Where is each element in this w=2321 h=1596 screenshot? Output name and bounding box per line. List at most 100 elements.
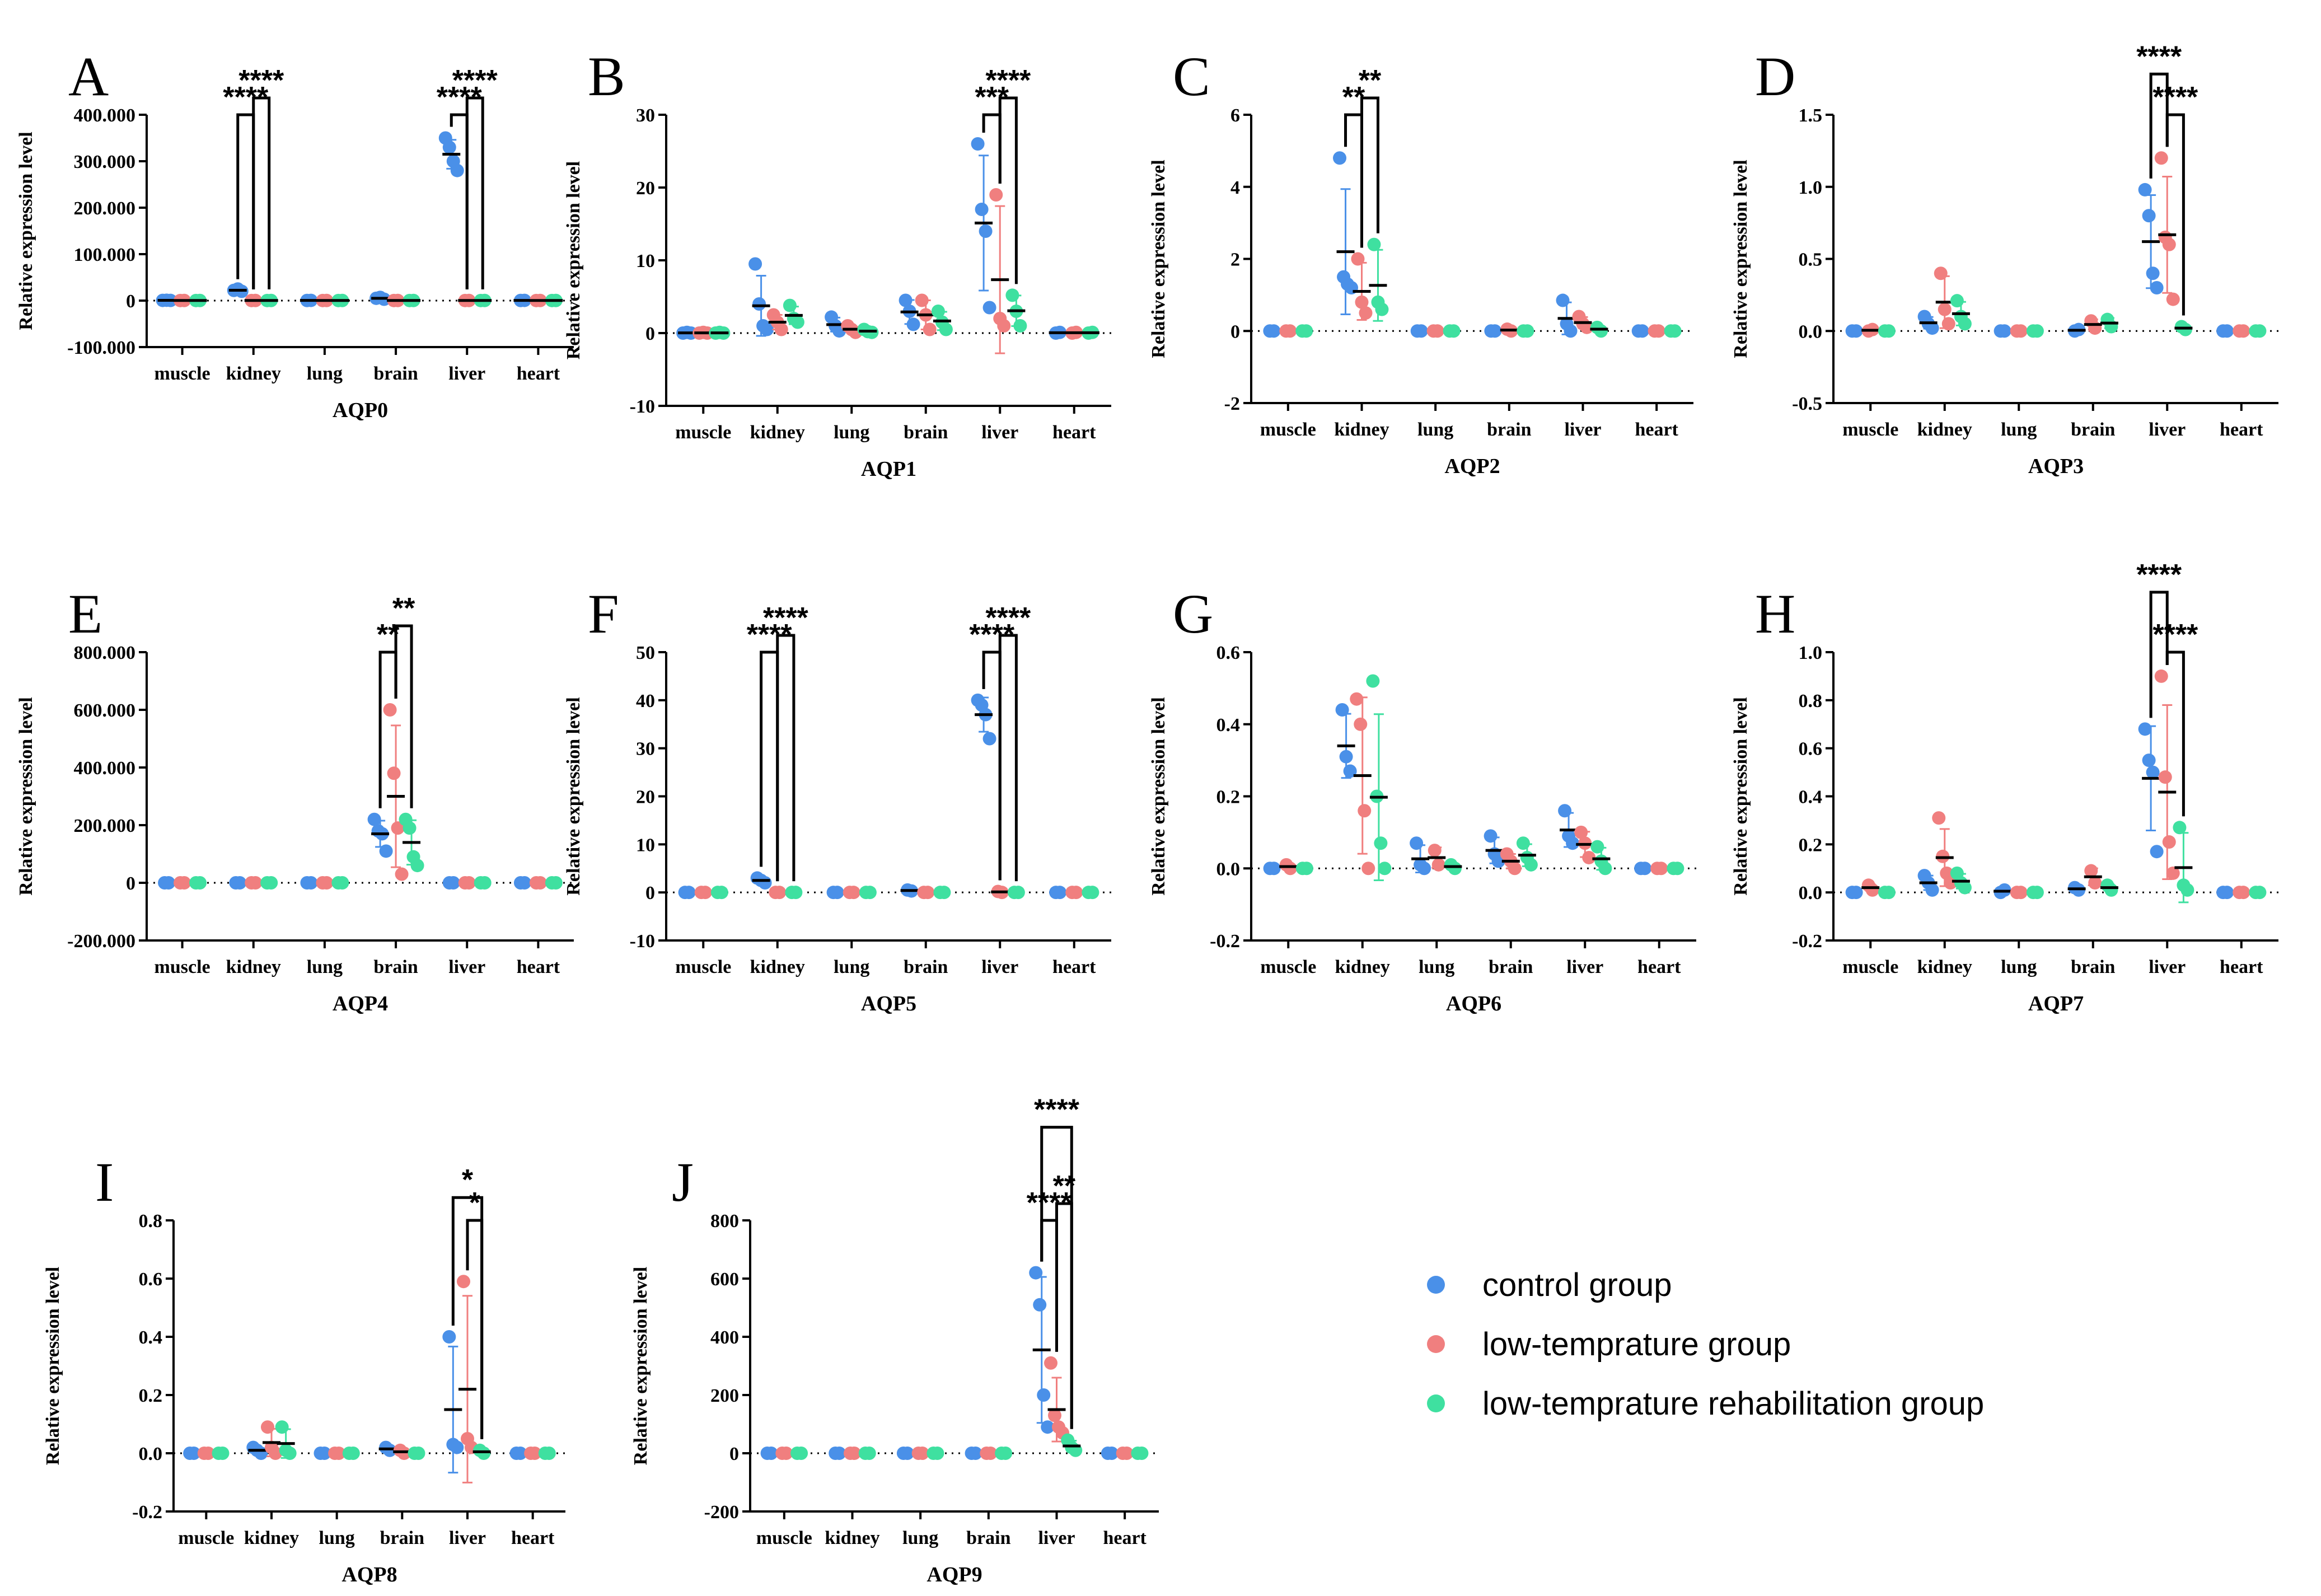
data-point <box>773 886 787 900</box>
x-tick-label-lung: lung <box>902 1528 938 1548</box>
x-axis-title: AQP5 <box>861 992 916 1015</box>
data-point <box>1361 862 1375 876</box>
data-point <box>1958 317 1972 331</box>
data-point <box>528 1447 542 1460</box>
data-point <box>2253 324 2267 338</box>
y-tick-label: 400 <box>710 1327 739 1348</box>
x-tick-label-liver: liver <box>1038 1528 1075 1548</box>
panel-letter: B <box>588 45 625 107</box>
data-point <box>915 1447 929 1460</box>
data-point <box>1654 862 1668 876</box>
data-point <box>517 876 531 890</box>
data-point <box>2236 324 2250 338</box>
y-tick-label: 50 <box>636 643 655 663</box>
data-point <box>2178 322 2192 336</box>
y-tick-label: 600 <box>710 1269 739 1290</box>
data-point <box>446 876 460 890</box>
data-point <box>2014 886 2028 900</box>
data-point <box>1053 886 1067 900</box>
y-tick-label: 200.000 <box>74 198 136 219</box>
significance-bracket <box>1055 1202 1073 1429</box>
data-point <box>1355 295 1369 309</box>
x-tick-label-heart: heart <box>517 363 560 384</box>
x-tick-label-kidney: kidney <box>1917 957 1972 977</box>
data-point <box>542 1447 556 1460</box>
data-point <box>1447 324 1461 338</box>
data-point <box>1044 1356 1057 1370</box>
significance-label: **** <box>2136 559 2182 591</box>
significance-bracket <box>982 650 1002 881</box>
data-point <box>1431 858 1445 872</box>
y-tick-label: 0.8 <box>139 1211 163 1232</box>
data-point <box>193 876 207 890</box>
x-tick-label-lung: lung <box>319 1528 355 1548</box>
data-point <box>379 844 393 858</box>
data-point <box>999 1447 1013 1460</box>
y-axis-title: Relative expression level <box>1730 697 1751 895</box>
y-tick-label: 0.6 <box>1216 643 1241 663</box>
significance-bracket <box>982 113 1002 184</box>
data-point <box>387 766 401 780</box>
data-point <box>923 322 937 336</box>
data-point <box>462 876 476 890</box>
data-point <box>863 886 877 900</box>
y-tick-label: 0 <box>1230 321 1240 342</box>
data-point <box>177 876 191 890</box>
y-tick-label: 40 <box>636 691 655 712</box>
y-tick-label: 0.0 <box>1216 859 1241 879</box>
data-point <box>442 1330 456 1344</box>
panel-d: -0.5 0.0 0.5 1.0 1.5 muscle kidney lung brain liv… <box>1730 40 2278 478</box>
x-tick-label-brain: brain <box>380 1528 424 1548</box>
y-axis-title: Relative expression level <box>630 1267 651 1465</box>
y-tick-label: 400.000 <box>74 105 136 126</box>
data-point <box>1085 886 1099 900</box>
data-point <box>748 257 762 271</box>
data-point <box>1938 302 1952 316</box>
data-point <box>982 732 996 746</box>
data-point <box>2220 324 2234 338</box>
data-point <box>457 1275 470 1289</box>
y-tick-label: -200.000 <box>67 931 135 952</box>
data-point <box>2138 182 2152 196</box>
x-tick-label-brain: brain <box>1489 957 1533 977</box>
data-point <box>1351 252 1365 266</box>
data-point <box>1582 850 1596 864</box>
panel-b: -10 0 10 20 30 muscle kidney lung brain liver hear… <box>563 45 1111 481</box>
x-tick-label-kidney: kidney <box>825 1528 879 1548</box>
data-point <box>779 1447 793 1460</box>
x-tick-label-kidney: kidney <box>750 422 805 443</box>
data-point <box>1594 324 1608 338</box>
x-tick-label-kidney: kidney <box>244 1528 299 1548</box>
data-point <box>1069 886 1083 900</box>
legend-marker <box>1427 1394 1445 1412</box>
data-point <box>1488 324 1502 338</box>
significance-label: **** <box>238 64 284 97</box>
data-point <box>410 859 424 873</box>
data-point <box>862 1447 876 1460</box>
data-point <box>1882 324 1896 338</box>
x-tick-label-heart: heart <box>1052 957 1096 977</box>
x-tick-label-kidney: kidney <box>1334 419 1389 440</box>
x-tick-label-lung: lung <box>1417 419 1453 440</box>
data-point <box>1011 886 1025 900</box>
data-point <box>1668 324 1682 338</box>
data-point <box>846 886 860 900</box>
data-point <box>2180 883 2194 897</box>
data-point <box>249 876 263 890</box>
data-point <box>1934 266 1948 280</box>
data-point <box>275 1420 289 1434</box>
data-point <box>930 1447 944 1460</box>
y-tick-label: 0.0 <box>1799 321 1823 342</box>
data-point <box>513 1447 527 1460</box>
x-tick-label-kidney: kidney <box>1335 957 1390 977</box>
data-point <box>367 812 381 826</box>
data-point <box>383 1443 397 1457</box>
x-tick-label-lung: lung <box>2001 957 2037 977</box>
significance-bracket <box>2149 72 2169 179</box>
x-axis-title: AQP3 <box>2028 455 2084 478</box>
data-point <box>1029 1266 1043 1280</box>
x-tick-label-brain: brain <box>904 422 948 443</box>
data-point <box>2030 886 2044 900</box>
panel-e: -200.000 0 200.000 400.000 600.000 800.000 mus… <box>16 583 574 1015</box>
y-axis-title: Relative expression level <box>16 697 36 895</box>
